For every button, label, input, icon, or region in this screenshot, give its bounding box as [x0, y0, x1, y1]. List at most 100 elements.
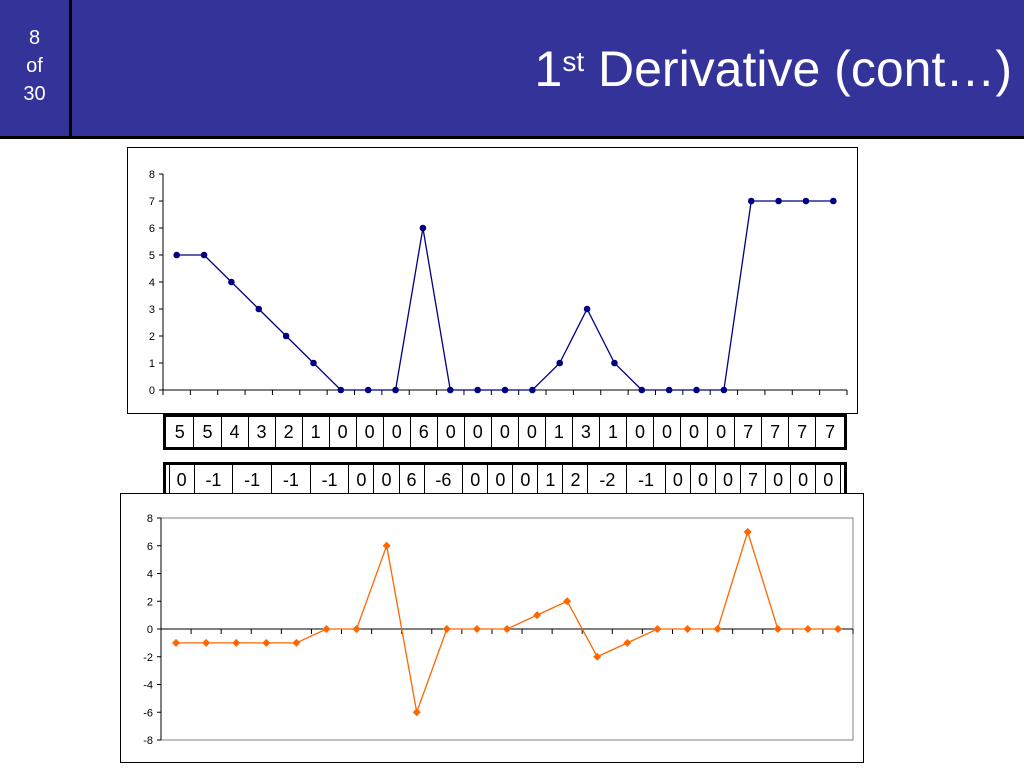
- data-point: [720, 386, 728, 394]
- data-point: [803, 625, 812, 633]
- derivative-cell: 0: [348, 463, 375, 497]
- slide-total: 30: [23, 83, 46, 105]
- data-point: [255, 305, 263, 313]
- series-line: [176, 200, 834, 391]
- data-point: [713, 625, 722, 633]
- sequence-cell: 0: [463, 415, 492, 449]
- data-point: [472, 625, 481, 633]
- derivative-cell: -6: [423, 463, 464, 497]
- data-point: [563, 597, 572, 606]
- data-point: [382, 541, 391, 550]
- data-point: [593, 652, 602, 661]
- data-point: [503, 625, 511, 633]
- derivative-cell: -1: [271, 463, 311, 497]
- derivative-cell: 0: [815, 463, 842, 497]
- data-point: [292, 638, 301, 647]
- data-point: [693, 386, 700, 394]
- sequence-cell: 7: [761, 415, 790, 449]
- sequence-cell: 0: [328, 415, 357, 449]
- derivative-cell: 0: [664, 463, 691, 497]
- data-point: [533, 611, 542, 620]
- y-tick-label: 8: [149, 169, 155, 181]
- derivative-cell: -1: [626, 463, 666, 497]
- y-tick-label: -4: [143, 680, 153, 692]
- header-divider: [0, 136, 1024, 139]
- derivative-cell: 2: [562, 463, 589, 497]
- sequence-cell: 0: [680, 415, 709, 449]
- data-point: [775, 197, 782, 205]
- y-tick-label: 5: [149, 250, 155, 262]
- sequence-cell: 7: [815, 415, 846, 449]
- sequence-cell: 7: [788, 415, 817, 449]
- y-tick-label: -2: [143, 652, 153, 664]
- sequence-cell: 2: [274, 415, 303, 449]
- data-point: [556, 359, 564, 367]
- data-point: [743, 527, 752, 536]
- data-point: [419, 224, 427, 232]
- derivative-cell: 0: [487, 463, 514, 497]
- sequence-cell: 7: [734, 415, 763, 449]
- data-point: [262, 638, 271, 647]
- y-tick-label: -8: [143, 735, 153, 747]
- title-superscript: st: [562, 46, 585, 77]
- derivative-cell: 0: [512, 463, 539, 497]
- sequence-cell: 5: [193, 415, 222, 449]
- y-tick-label: 0: [149, 385, 155, 397]
- y-tick-label: 4: [149, 277, 155, 289]
- data-point: [773, 625, 782, 633]
- sequence-cell: 1: [301, 415, 330, 449]
- derivative-cell: 0: [689, 463, 716, 497]
- sequence-cell: 0: [355, 415, 384, 449]
- data-point: [310, 359, 317, 367]
- title-base: 1: [534, 41, 563, 97]
- data-point: [446, 386, 454, 394]
- data-point: [364, 386, 372, 394]
- data-point: [172, 638, 181, 647]
- y-tick-label: 6: [147, 541, 153, 553]
- data-point: [501, 386, 509, 394]
- data-point: [833, 625, 842, 633]
- sequence-chart-svg: 0 1 2 3 4 5 6 7 8: [149, 169, 848, 397]
- data-point: [638, 386, 646, 394]
- derivative-cell: 7: [740, 463, 767, 497]
- derivative-cell: 0: [373, 463, 400, 497]
- data-point: [337, 386, 345, 394]
- sequence-chart: 0 1 2 3 4 5 6 7 8: [127, 147, 858, 414]
- sequence-cell: 0: [625, 415, 655, 449]
- derivative-cell: 6: [398, 463, 425, 497]
- data-point: [830, 197, 837, 205]
- y-tick-label: 8: [147, 513, 153, 525]
- sequence-cell: 1: [544, 415, 573, 449]
- slide-header: [0, 0, 1024, 138]
- data-point: [202, 638, 211, 647]
- derivative-cell: 0: [790, 463, 817, 497]
- derivative-cell: -2: [587, 463, 628, 497]
- sequence-cell: 0: [707, 415, 736, 449]
- data-point: [392, 386, 399, 394]
- y-tick-label: 0: [147, 624, 153, 636]
- data-point: [228, 278, 235, 286]
- data-point: [611, 359, 618, 367]
- y-tick-label: 1: [149, 358, 155, 370]
- derivative-cell: [840, 463, 846, 497]
- derivative-cell: 0: [462, 463, 489, 497]
- y-tick-label: 4: [147, 569, 153, 581]
- data-point: [529, 386, 536, 394]
- sequence-cell: 1: [598, 415, 627, 449]
- data-point: [412, 708, 421, 717]
- data-point: [623, 638, 632, 647]
- y-tick-label: 6: [149, 223, 155, 235]
- derivative-cell: -1: [232, 463, 272, 497]
- slide-number: 8: [28, 27, 41, 49]
- derivative-chart-svg: -8 -6 -4 -2 0 2 4 6 8: [143, 513, 854, 747]
- sequence-cell: 0: [490, 415, 519, 449]
- slide-of-label: of: [26, 55, 43, 77]
- data-point: [232, 638, 241, 647]
- derivative-row: 0 -1 -1 -1 -1 0 0 6 -6 0 0 0 1 2 -2 -1 0 0 0 7 0 0 0: [164, 463, 846, 497]
- data-point: [322, 625, 331, 633]
- sequence-cell: 5: [163, 415, 195, 449]
- data-point: [200, 251, 208, 259]
- data-point: [653, 625, 662, 633]
- data-point: [747, 197, 755, 205]
